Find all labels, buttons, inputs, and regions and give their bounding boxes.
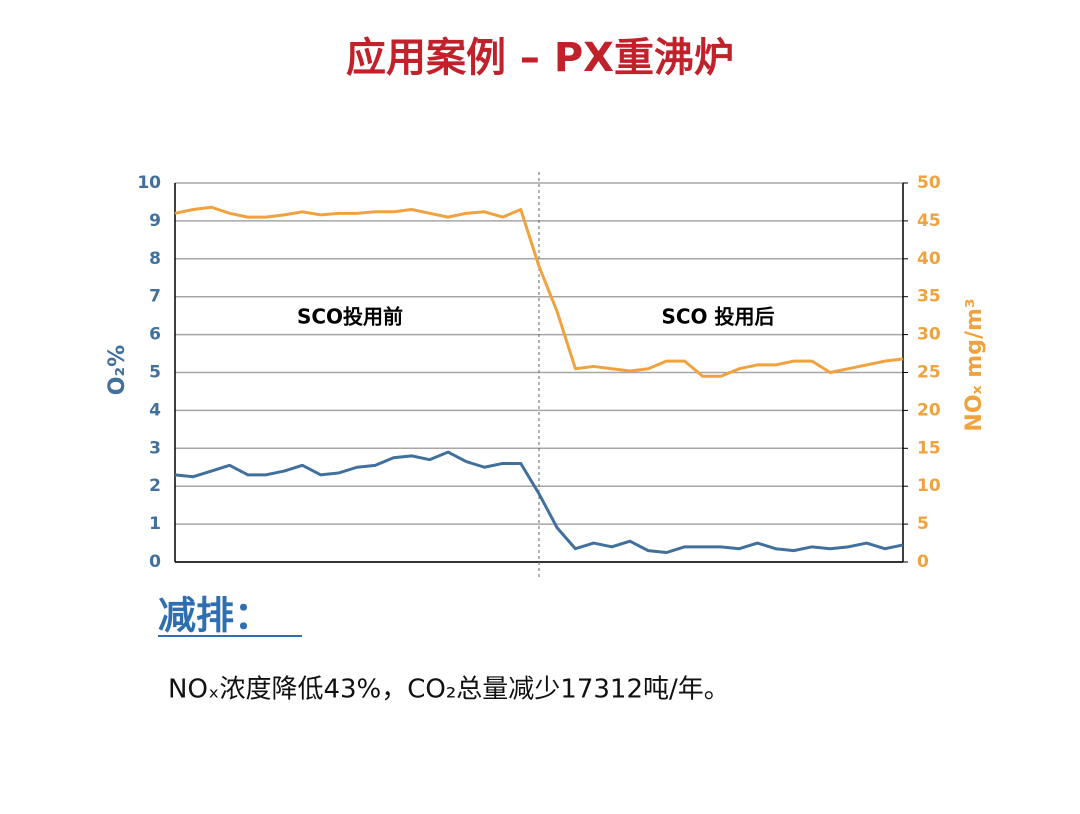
section-heading: 减排： xyxy=(158,594,272,638)
y2-tick-label: 35 xyxy=(917,287,941,307)
y-tick-label: 4 xyxy=(149,400,161,420)
y2-tick-label: 20 xyxy=(917,400,941,420)
y2-tick-label: 15 xyxy=(917,438,941,458)
annotation: SCO投用前 xyxy=(297,305,403,329)
y-tick-label: 7 xyxy=(149,287,161,307)
y-tick-label: 2 xyxy=(149,476,161,496)
y-tick-label: 9 xyxy=(149,211,161,231)
y2-tick-label: 30 xyxy=(917,325,941,345)
y2-tick-label: 50 xyxy=(917,173,941,193)
slide-title: 应用案例 – PX重沸炉 xyxy=(346,35,734,81)
y-tick-label: 1 xyxy=(149,514,161,534)
y2-tick-label: 10 xyxy=(917,476,941,496)
y2-tick-label: 40 xyxy=(917,249,941,269)
y2-tick-label: 0 xyxy=(917,552,929,572)
data-line xyxy=(174,450,904,555)
y-axis-title: O₂% xyxy=(105,345,130,395)
summary-text: NOₓ浓度降低43%，CO₂总量减少17312吨/年。 xyxy=(168,675,730,705)
data-line xyxy=(174,205,904,378)
y2-tick-label: 45 xyxy=(917,211,941,231)
y-tick-label: 0 xyxy=(149,552,161,572)
y-tick-label: 10 xyxy=(137,173,161,193)
y-tick-label: 3 xyxy=(149,438,161,458)
annotation: SCO 投用后 xyxy=(661,305,774,329)
y-tick-label: 5 xyxy=(149,363,161,383)
y-tick-label: 8 xyxy=(149,249,161,269)
y2-tick-label: 5 xyxy=(917,514,929,534)
y-tick-label: 6 xyxy=(149,325,161,345)
y2-axis-title: NOₓ mg/m³ xyxy=(962,298,987,431)
y2-tick-label: 25 xyxy=(917,363,941,383)
